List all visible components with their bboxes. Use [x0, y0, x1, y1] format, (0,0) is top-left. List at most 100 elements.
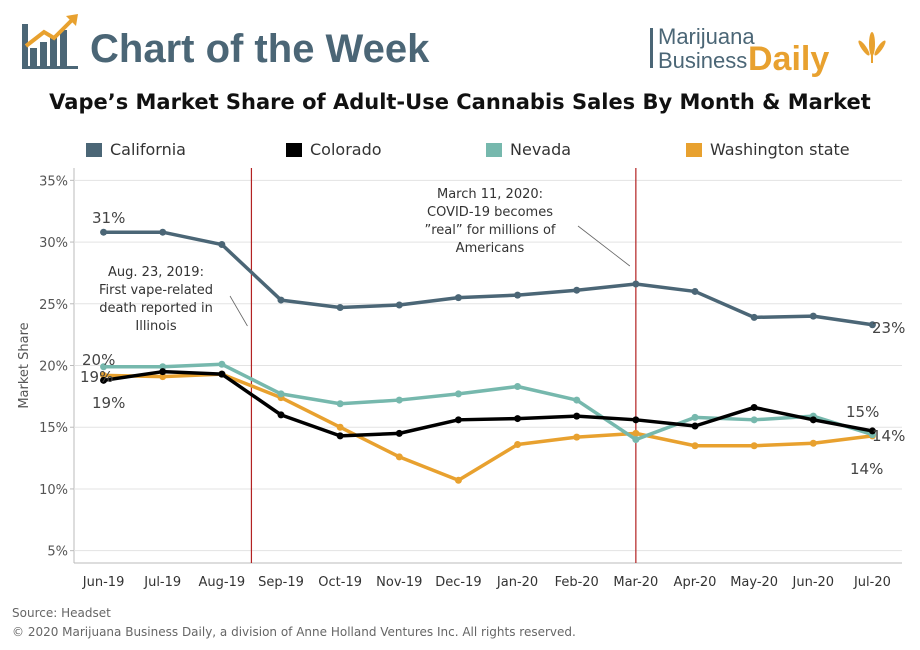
x-tick-label: Apr-20 [674, 575, 717, 590]
data-label: 14% [872, 427, 905, 445]
x-tick-label: May-20 [730, 575, 778, 590]
y-tick-label: 20% [39, 360, 68, 375]
annotation-text: Illinois [135, 319, 176, 334]
data-point [395, 453, 403, 461]
data-point [632, 280, 640, 288]
legend-label-nevada: Nevada [510, 140, 572, 159]
header: Chart of the Week Marijuana Business Dai… [22, 14, 886, 78]
x-tick-label: Mar-20 [613, 575, 658, 590]
data-point [750, 403, 758, 411]
x-tick-label: Oct-19 [318, 575, 362, 590]
y-tick-label: 25% [39, 298, 68, 313]
series-line-california [103, 230, 873, 327]
data-point [632, 436, 640, 444]
data-point [454, 476, 462, 484]
legend-item-nevada[interactable]: Nevada [486, 140, 571, 159]
x-tick-label: Nov-19 [376, 575, 422, 590]
brand-line-2b: Daily [748, 40, 829, 78]
data-point [691, 287, 699, 295]
series-line-washington-state [103, 372, 873, 483]
annotation-text: Aug. 23, 2019: [108, 265, 204, 280]
data-point [395, 396, 403, 404]
legend-item-california[interactable]: California [86, 140, 186, 159]
data-point [691, 413, 699, 421]
data-point [454, 416, 462, 424]
data-point [750, 313, 758, 321]
data-point [277, 390, 285, 398]
data-label: 19% [92, 394, 125, 412]
data-point [336, 432, 344, 440]
annotation-text: COVID-19 becomes [427, 205, 553, 220]
data-label: 15% [846, 403, 879, 421]
annotation-leader [577, 225, 631, 267]
data-point [573, 396, 581, 404]
footer: Source: Headset © 2020 Marijuana Busines… [12, 604, 576, 642]
data-label: 20% [82, 351, 115, 369]
data-point [691, 422, 699, 430]
data-point [159, 363, 167, 371]
y-tick-label: 35% [39, 174, 68, 189]
legend: California Colorado Nevada Washington st… [0, 140, 920, 164]
data-point [159, 373, 167, 381]
legend-item-colorado[interactable]: Colorado [286, 140, 382, 159]
data-point [514, 382, 522, 390]
x-tick-label: Jul-20 [853, 575, 891, 590]
data-label: 14% [850, 460, 883, 478]
data-point [573, 412, 581, 420]
source-note: Source: Headset [12, 606, 111, 620]
series-line-colorado [103, 369, 873, 438]
data-point [514, 291, 522, 299]
brand-line-2a: Business [658, 48, 747, 73]
data-point [100, 363, 108, 371]
data-point [750, 442, 758, 450]
legend-item-washington[interactable]: Washington state [686, 140, 850, 159]
cannabis-leaf-icon [858, 32, 886, 63]
x-tick-label: Aug-19 [199, 575, 246, 590]
legend-swatch-california [86, 142, 102, 157]
data-label: 19% [80, 368, 113, 386]
chart-title: Vape’s Market Share of Adult-Use Cannabi… [49, 90, 871, 114]
line-chart: 5% 10% 15% 20% 25% 30% 35% Market Share Jun-19 Ju… [17, 168, 905, 590]
brand-divider [650, 28, 653, 68]
annotation-leader [229, 295, 248, 327]
y-axis-label: Market Share [17, 322, 32, 408]
legend-swatch-washington [686, 142, 702, 157]
data-point [159, 228, 167, 236]
bar-chart-trend-icon [22, 14, 78, 69]
legend-label-washington: Washington state [710, 140, 850, 159]
data-point [514, 441, 522, 448]
y-tick-label: 10% [39, 483, 68, 498]
data-point [336, 400, 344, 408]
data-point [100, 228, 108, 236]
annotation-text: Americans [456, 241, 525, 256]
annotation-text: First vape-related [99, 283, 213, 298]
data-point [336, 423, 344, 431]
data-point [100, 376, 108, 384]
data-point [868, 321, 876, 329]
data-label: 23% [872, 319, 905, 337]
data-point [395, 429, 403, 437]
data-point [395, 301, 403, 309]
legend-label-california: California [110, 140, 186, 159]
data-point [454, 390, 462, 398]
data-point [100, 371, 108, 379]
legend-swatch-colorado [286, 142, 302, 157]
data-point [454, 294, 462, 302]
header-title: Chart of the Week [90, 27, 430, 71]
annotation-text: March 11, 2020: [437, 187, 543, 202]
data-point [277, 296, 285, 304]
y-tick-label: 5% [47, 545, 68, 560]
y-tick-label: 30% [39, 236, 68, 251]
data-point [218, 241, 226, 249]
x-tick-label: Dec-19 [435, 575, 481, 590]
copyright-note: © 2020 Marijuana Business Daily, a divis… [12, 625, 576, 639]
data-point [868, 427, 876, 435]
data-point [809, 312, 817, 320]
data-point [573, 433, 581, 441]
data-point [632, 429, 640, 437]
x-tick-label: Jun-19 [82, 575, 125, 590]
legend-swatch-nevada [486, 142, 502, 157]
x-tick-label: Jul-19 [143, 575, 181, 590]
data-point [809, 439, 817, 447]
x-tick-label: Sep-19 [258, 575, 304, 590]
